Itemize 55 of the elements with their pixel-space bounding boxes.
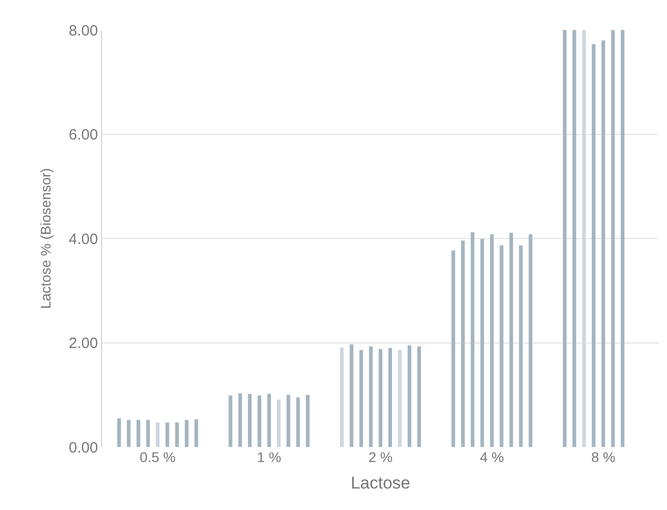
bar — [369, 346, 373, 447]
bar — [461, 240, 465, 447]
bar — [490, 234, 494, 447]
bar — [417, 346, 421, 447]
bar — [528, 234, 532, 447]
bar — [582, 30, 586, 447]
bar — [378, 349, 382, 447]
bar — [620, 30, 624, 447]
bar — [228, 395, 232, 447]
y-tick-label: 2.00 — [68, 335, 98, 352]
bar — [146, 420, 150, 447]
x-tick-label: 2 % — [368, 449, 393, 465]
bar — [156, 422, 160, 447]
x-tick-label: 8 % — [591, 449, 616, 465]
bar — [306, 394, 310, 447]
y-tick-label: 6.00 — [68, 126, 98, 144]
bar — [509, 232, 514, 447]
bar — [408, 345, 412, 447]
x-tick-label: 1 % — [257, 449, 282, 465]
x-tick-label: 0.5 % — [140, 449, 176, 465]
x-tick-label: 4 % — [480, 449, 504, 465]
bar — [258, 395, 262, 447]
bar — [611, 30, 615, 447]
bar — [340, 347, 344, 447]
bar — [388, 348, 392, 447]
bar — [117, 418, 121, 447]
bar — [519, 245, 523, 447]
bar — [601, 40, 606, 447]
bar — [136, 420, 140, 447]
bar — [286, 394, 290, 447]
bar — [126, 420, 131, 447]
bar — [500, 245, 504, 447]
y-axis-title: Lactose % (Biosensor) — [37, 168, 54, 309]
bar — [480, 239, 484, 447]
bar — [267, 394, 271, 447]
bar — [238, 393, 242, 447]
bar — [572, 30, 576, 447]
x-axis-title: Lactose — [350, 473, 410, 492]
y-tick-label: 4.00 — [68, 230, 98, 248]
bar — [470, 232, 474, 447]
bar — [296, 397, 300, 447]
bar — [359, 350, 364, 447]
bar — [175, 422, 179, 447]
bar — [276, 400, 281, 447]
bar — [592, 44, 596, 447]
bar — [194, 419, 198, 447]
y-tick-label: 8.00 — [68, 22, 98, 40]
bar — [562, 30, 567, 447]
bar — [184, 420, 188, 447]
bar — [398, 350, 402, 447]
bar — [248, 394, 252, 447]
y-tick-label: 0.00 — [68, 439, 98, 456]
bar — [451, 250, 456, 447]
bar — [350, 344, 354, 447]
bar — [166, 422, 170, 447]
